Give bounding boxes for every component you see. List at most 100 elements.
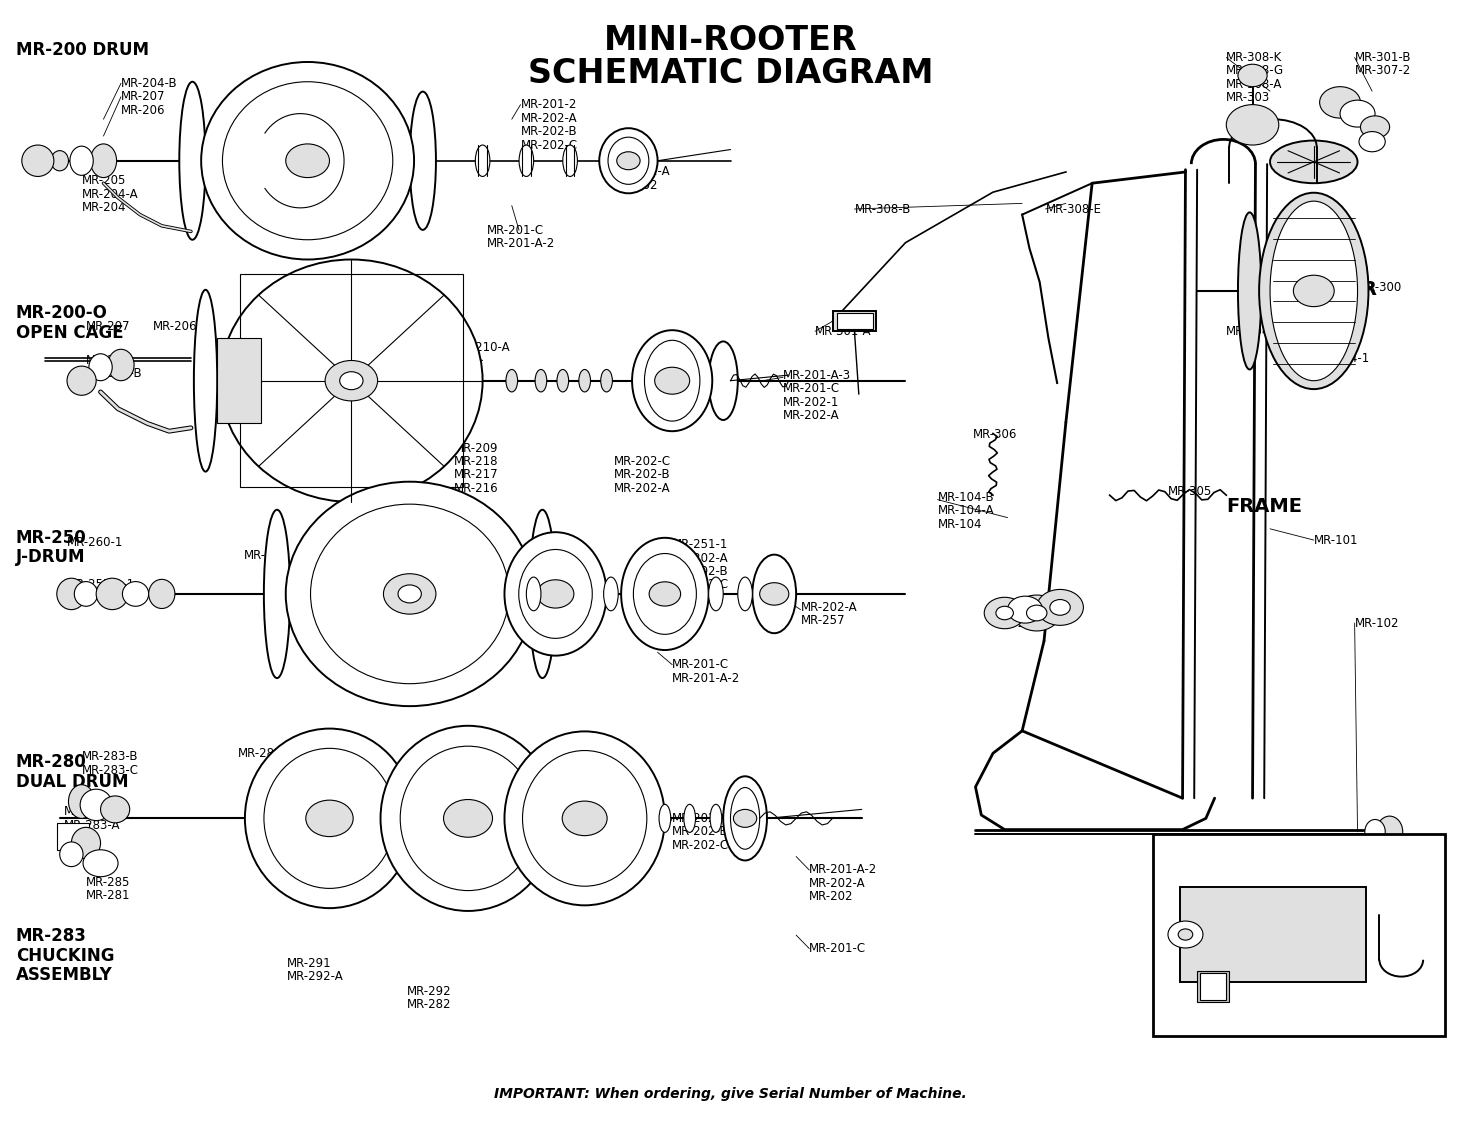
Text: MR-104-B: MR-104-B — [938, 490, 993, 504]
Text: MR-218: MR-218 — [453, 455, 498, 468]
Text: MR-209: MR-209 — [453, 441, 498, 454]
Text: MR-308-K: MR-308-K — [1226, 51, 1283, 64]
Text: MR-202-A: MR-202-A — [614, 165, 671, 179]
Ellipse shape — [684, 804, 695, 832]
Ellipse shape — [600, 369, 612, 391]
Text: MR-201-C: MR-201-C — [672, 658, 729, 672]
Ellipse shape — [710, 804, 722, 832]
Ellipse shape — [519, 145, 533, 177]
Ellipse shape — [101, 795, 130, 822]
Ellipse shape — [730, 788, 760, 849]
Text: MR-251-1: MR-251-1 — [672, 538, 729, 551]
Bar — [1179, 886, 1366, 982]
Ellipse shape — [475, 145, 489, 177]
Circle shape — [1167, 921, 1202, 948]
Bar — [218, 338, 262, 423]
Text: MR-204: MR-204 — [82, 201, 126, 215]
Text: MR-200 DRUM: MR-200 DRUM — [16, 40, 149, 58]
Text: MR-217: MR-217 — [453, 468, 498, 482]
Text: MR-201-A-2: MR-201-A-2 — [672, 672, 741, 685]
Text: MR-305: MR-305 — [1167, 485, 1213, 498]
Text: MR-104: MR-104 — [1386, 926, 1432, 939]
Text: MR-201-2: MR-201-2 — [520, 98, 577, 111]
Text: MR-283-C: MR-283-C — [82, 764, 139, 776]
Text: IMPORTANT: When ordering, give Serial Number of Machine.: IMPORTANT: When ordering, give Serial Nu… — [494, 1087, 967, 1101]
Text: MR-204-B: MR-204-B — [86, 368, 143, 380]
Circle shape — [1178, 929, 1192, 940]
Ellipse shape — [752, 555, 796, 633]
Ellipse shape — [123, 582, 149, 606]
Ellipse shape — [557, 369, 568, 391]
Text: MR-206: MR-206 — [121, 104, 165, 117]
Circle shape — [617, 152, 640, 170]
Circle shape — [1293, 276, 1334, 307]
Ellipse shape — [709, 577, 723, 611]
Ellipse shape — [526, 577, 541, 611]
Text: MR-204-B: MR-204-B — [121, 76, 178, 90]
Text: MR-210: MR-210 — [283, 66, 327, 80]
Ellipse shape — [60, 842, 83, 866]
Circle shape — [538, 579, 574, 608]
Ellipse shape — [644, 340, 700, 421]
Text: MR-105: MR-105 — [996, 616, 1040, 630]
Text: MR-202-C: MR-202-C — [672, 578, 729, 592]
Text: MR-308-E: MR-308-E — [1046, 202, 1102, 216]
Text: MR-207: MR-207 — [86, 321, 130, 333]
Text: MR-201-C: MR-201-C — [783, 382, 840, 395]
Ellipse shape — [180, 82, 206, 240]
Ellipse shape — [409, 91, 435, 229]
Text: MR-204-4: MR-204-4 — [238, 321, 294, 333]
Text: MR-104-A: MR-104-A — [1211, 926, 1268, 939]
Text: MR-202-C: MR-202-C — [614, 455, 671, 468]
Text: MR-283-D: MR-283-D — [64, 806, 121, 818]
Ellipse shape — [57, 578, 86, 610]
Bar — [833, 312, 877, 332]
Text: MR-203-B: MR-203-B — [283, 80, 339, 93]
Text: MR-202-A: MR-202-A — [614, 482, 671, 495]
Text: MR-202-A: MR-202-A — [672, 812, 729, 825]
Ellipse shape — [1376, 816, 1403, 847]
Ellipse shape — [311, 504, 508, 684]
Ellipse shape — [108, 349, 134, 380]
Text: MR-255-A-1: MR-255-A-1 — [67, 578, 134, 592]
Ellipse shape — [603, 577, 618, 611]
Ellipse shape — [380, 726, 555, 911]
Ellipse shape — [504, 532, 606, 656]
Text: MR-308-G: MR-308-G — [1226, 64, 1284, 78]
Ellipse shape — [264, 510, 291, 678]
Text: MR-207: MR-207 — [244, 549, 288, 562]
Circle shape — [340, 371, 362, 389]
Ellipse shape — [504, 731, 665, 906]
Text: MR-281-A: MR-281-A — [238, 747, 294, 759]
Text: MR-104: MR-104 — [938, 518, 982, 531]
Text: MR-255-1: MR-255-1 — [335, 603, 390, 616]
Ellipse shape — [245, 729, 413, 908]
Text: MR-291: MR-291 — [288, 956, 332, 970]
Text: MR-283
CHUCKING
ASSEMBLY: MR-283 CHUCKING ASSEMBLY — [16, 927, 114, 984]
Circle shape — [1014, 595, 1061, 631]
Ellipse shape — [80, 790, 112, 820]
Circle shape — [1027, 605, 1048, 621]
Ellipse shape — [91, 144, 117, 178]
Text: MR-210-A: MR-210-A — [453, 341, 510, 353]
Text: MR-307-2: MR-307-2 — [1354, 64, 1411, 78]
Ellipse shape — [529, 510, 555, 678]
Ellipse shape — [222, 82, 393, 240]
Text: MR-205: MR-205 — [82, 174, 126, 188]
Text: MR-250
J-DRUM: MR-250 J-DRUM — [16, 529, 86, 566]
Text: MR-202-B: MR-202-B — [520, 125, 577, 138]
Text: MR-283-B: MR-283-B — [82, 750, 139, 763]
Text: MR-292: MR-292 — [406, 984, 451, 998]
Text: MR-306: MR-306 — [973, 429, 1017, 441]
Circle shape — [1037, 590, 1084, 626]
Bar — [1199, 973, 1226, 1000]
Ellipse shape — [194, 290, 218, 471]
Ellipse shape — [221, 260, 482, 502]
Ellipse shape — [738, 577, 752, 611]
Text: MR-200-O
OPEN CAGE: MR-200-O OPEN CAGE — [16, 305, 124, 342]
Ellipse shape — [75, 582, 98, 606]
Ellipse shape — [562, 145, 577, 177]
Text: MR-102: MR-102 — [1354, 616, 1400, 630]
Text: MR-101: MR-101 — [1313, 533, 1359, 547]
Circle shape — [83, 849, 118, 876]
